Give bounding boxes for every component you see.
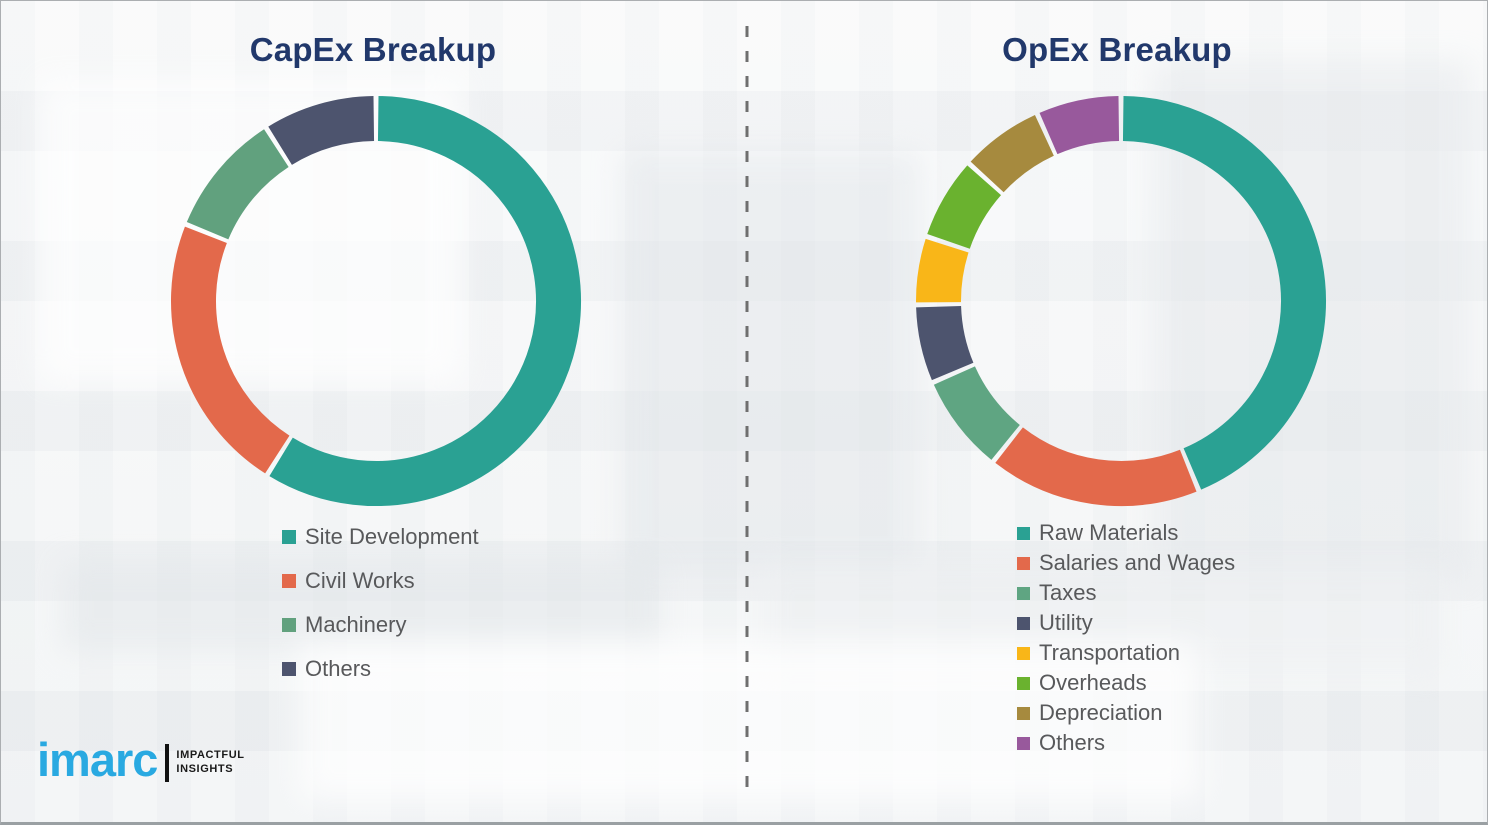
capex-donut-chart <box>171 96 581 506</box>
donut-segment-raw-materials <box>1122 96 1326 490</box>
imarc-logo-divider-bar <box>165 743 170 782</box>
donut-segment-site-development <box>269 96 581 506</box>
imarc-tagline-line1: IMPACTFUL <box>176 748 245 761</box>
legend-item: Civil Works <box>282 559 479 603</box>
legend-label: Site Development <box>305 524 479 549</box>
legend-swatch <box>282 530 296 544</box>
donut-segment-others <box>268 96 375 166</box>
donut-segment-others <box>1039 96 1120 155</box>
legend-label: Others <box>1039 730 1106 755</box>
legend-item: Machinery <box>282 603 479 647</box>
imarc-logo-tagline: IMPACTFUL INSIGHTS <box>176 749 244 777</box>
legend-swatch <box>282 662 296 676</box>
legend-item: Raw Materials <box>1017 518 1235 548</box>
legend-swatch <box>1017 736 1030 750</box>
legend-swatch <box>1017 646 1030 660</box>
legend-label: Civil Works <box>305 568 415 593</box>
legend-item: Transportation <box>1017 638 1235 668</box>
imarc-logo: imarc IMPACTFUL INSIGHTS <box>37 733 245 786</box>
legend-label: Utility <box>1039 610 1093 635</box>
legend-label: Raw Materials <box>1039 520 1179 545</box>
donut-segment-salaries-and-wages <box>995 427 1197 506</box>
legend-item: Others <box>282 647 479 691</box>
legend-item: Others <box>1017 728 1235 758</box>
legend-item: Taxes <box>1017 578 1235 608</box>
donut-segment-taxes <box>933 365 1021 460</box>
imarc-logo-wordmark: imarc <box>37 733 158 786</box>
donut-segment-utility <box>916 305 974 381</box>
legend-swatch <box>1017 556 1030 570</box>
legend-label: Transportation <box>1039 640 1181 665</box>
opex-chart-title: OpEx Breakup <box>1002 31 1232 68</box>
donut-segment-transportation <box>916 238 969 303</box>
legend-label: Depreciation <box>1039 700 1163 725</box>
legend-swatch <box>282 574 296 588</box>
legend-item: Depreciation <box>1017 698 1235 728</box>
donut-segment-overheads <box>927 165 1002 250</box>
opex-legend: Raw Materials Salaries and Wages Taxes Util… <box>1017 518 1235 758</box>
legend-label: Taxes <box>1039 580 1097 605</box>
legend-swatch <box>282 618 296 632</box>
legend-item: Salaries and Wages <box>1017 548 1235 578</box>
legend-swatch <box>1017 526 1030 540</box>
legend-swatch <box>1017 616 1030 630</box>
capex-legend: Site Development Civil Works Machinery Othe… <box>282 515 479 691</box>
legend-label: Overheads <box>1039 670 1147 695</box>
opex-donut-chart <box>916 96 1326 506</box>
legend-item: Site Development <box>282 515 479 559</box>
legend-label: Others <box>305 656 372 681</box>
legend-item: Utility <box>1017 608 1235 638</box>
capex-chart-title: CapEx Breakup <box>249 31 497 68</box>
legend-label: Salaries and Wages <box>1039 550 1236 575</box>
legend-swatch <box>1017 706 1030 720</box>
donut-segment-machinery <box>186 129 290 240</box>
legend-swatch <box>1017 676 1030 690</box>
legend-item: Overheads <box>1017 668 1235 698</box>
imarc-tagline-line2: INSIGHTS <box>176 762 234 775</box>
donut-segment-civil-works <box>171 226 290 474</box>
legend-swatch <box>1017 586 1030 600</box>
donut-segment-depreciation <box>970 114 1055 193</box>
legend-label: Machinery <box>305 612 407 637</box>
